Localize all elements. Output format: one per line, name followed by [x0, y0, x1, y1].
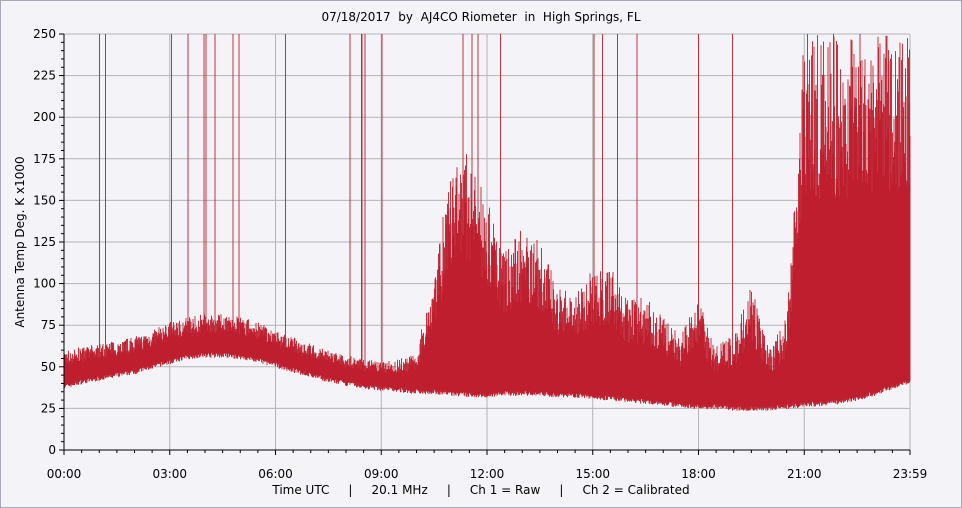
chart-footer: Time UTC | 20.1 MHz | Ch 1 = Raw | Ch 2 … [272, 483, 690, 497]
x-tick-label: 21:00 [787, 467, 822, 481]
y-tick-label: 75 [41, 318, 56, 332]
x-tick-label: 03:00 [152, 467, 187, 481]
x-tick-label: 09:00 [364, 467, 399, 481]
x-tick-label: 15:00 [575, 467, 610, 481]
y-tick-label: 225 [33, 69, 56, 83]
y-tick-labels: 0 25 50 75 100 125 150 175 200 225 250 [33, 27, 56, 457]
chart-title: 07/18/2017 by AJ4CO Riometer in High Spr… [321, 10, 641, 24]
y-tick-label: 175 [33, 152, 56, 166]
y-tick-label: 25 [41, 401, 56, 415]
x-tick-label: 23:59 [893, 467, 928, 481]
y-tick-label: 0 [48, 443, 56, 457]
y-tick-label: 200 [33, 110, 56, 124]
x-tick-label: 06:00 [258, 467, 293, 481]
x-tick-label: 00:00 [47, 467, 82, 481]
y-tick-label: 250 [33, 27, 56, 41]
y-tick-label: 50 [41, 360, 56, 374]
x-tick-label: 18:00 [681, 467, 716, 481]
x-tick-labels: 00:00 03:00 06:00 09:00 12:00 15:00 18:00 21:00… [47, 467, 928, 481]
y-tick-label: 100 [33, 277, 56, 291]
y-tick-label: 150 [33, 193, 56, 207]
y-tick-label: 125 [33, 235, 56, 249]
axes [59, 33, 911, 455]
x-tick-label: 12:00 [470, 467, 505, 481]
